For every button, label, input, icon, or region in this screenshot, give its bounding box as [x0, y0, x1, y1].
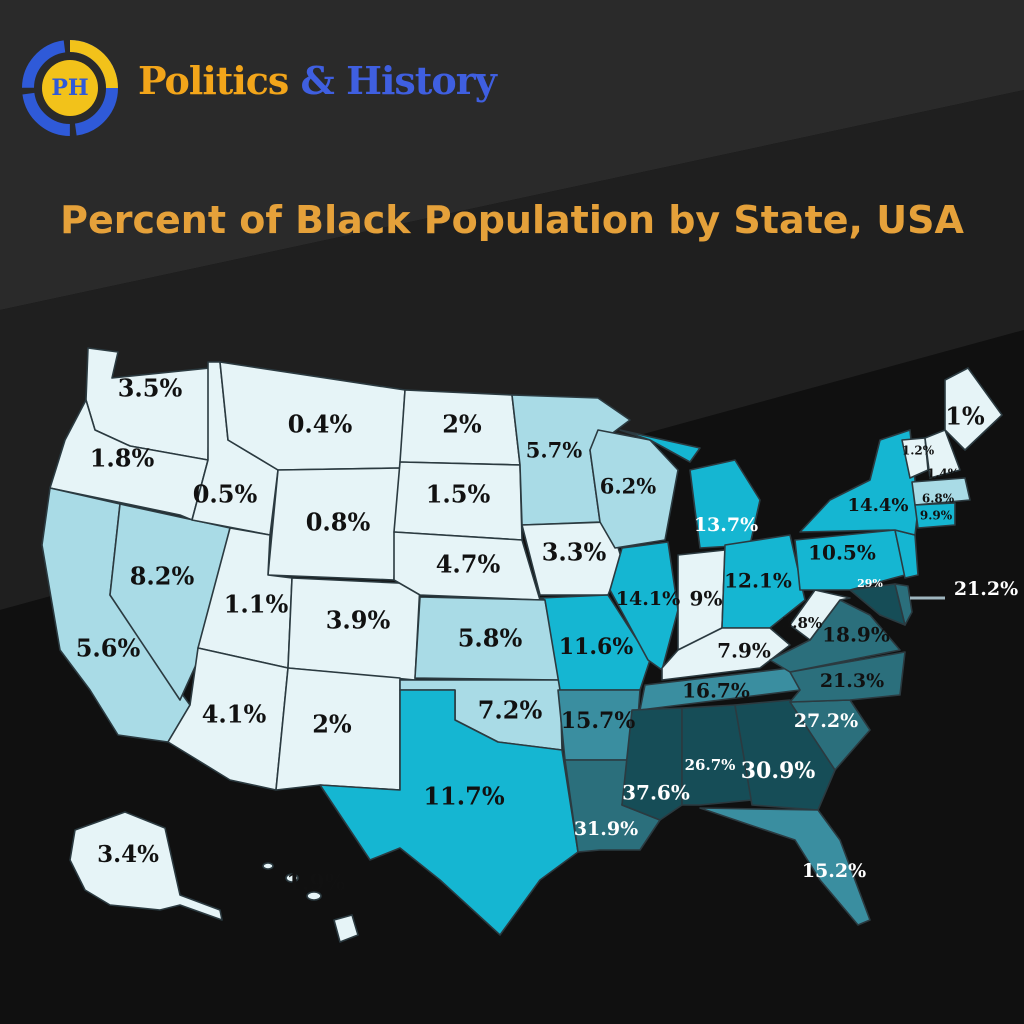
state-oh — [721, 534, 806, 629]
label-nh: 1.4% — [927, 467, 960, 481]
label-mi: 13.7% — [694, 514, 758, 536]
state-hi-3 — [306, 891, 322, 901]
state-hi-2 — [285, 873, 299, 883]
label-wy: 0.8% — [306, 508, 371, 537]
label-pa: 10.5% — [808, 541, 876, 565]
state-nc — [789, 651, 906, 703]
label-ma: 6.8% — [922, 492, 955, 506]
brand-logo: PH — [22, 40, 118, 136]
map-title: Percent of Black Population by State, US… — [60, 198, 964, 242]
label-al: 26.7% — [685, 756, 736, 774]
label-tn: 16.7% — [682, 679, 750, 703]
state-ct — [914, 502, 956, 529]
state-wv — [789, 589, 851, 641]
label-la: 31.9% — [574, 818, 638, 840]
label-in: 9% — [690, 587, 723, 611]
label-az: 4.1% — [202, 700, 267, 729]
state-ne — [393, 531, 541, 601]
label-ok: 7.2% — [478, 696, 543, 725]
label-nd: 2% — [442, 410, 482, 439]
label-ar: 15.7% — [561, 708, 636, 734]
state-labels: 3.5% 1.8% 5.6% 8.2% 0.5% 0.4% 0.8% 1.1% … — [76, 374, 985, 897]
state-ms — [621, 707, 683, 821]
label-fl: 15.2% — [802, 860, 866, 882]
brand-name: Politics & History — [138, 58, 497, 103]
state-nh — [924, 429, 961, 479]
logo-text: PH — [51, 75, 88, 101]
label-ky: 7.9% — [717, 639, 771, 663]
brand-name-part2: & History — [300, 58, 497, 103]
state-ny — [799, 429, 919, 536]
label-ms: 37.6% — [622, 781, 690, 805]
label-tx: 11.7% — [423, 782, 504, 811]
label-ca: 5.6% — [76, 634, 141, 663]
label-hi: 1.9% — [286, 870, 345, 896]
label-sd: 1.5% — [426, 480, 491, 509]
label-ks: 5.8% — [458, 624, 523, 653]
brand-name-part1: Politics — [138, 58, 289, 103]
state-tx — [319, 689, 579, 936]
label-mn: 5.7% — [526, 438, 583, 463]
label-de: 21.2% — [954, 578, 1018, 600]
label-or: 1.8% — [90, 444, 155, 473]
label-wa: 3.5% — [118, 374, 183, 403]
state-pa — [794, 529, 906, 591]
label-ia: 3.3% — [542, 538, 607, 567]
label-sc: 27.2% — [794, 710, 858, 732]
label-id: 0.5% — [193, 480, 258, 509]
state-ak — [69, 811, 223, 921]
state-hi-1 — [262, 862, 274, 870]
state-vt — [901, 437, 929, 479]
label-va: 18.9% — [822, 623, 890, 647]
state-wi — [589, 429, 679, 549]
label-ga: 30.9% — [741, 758, 816, 784]
state-hi-4 — [333, 914, 359, 943]
label-vt: 1.2% — [902, 444, 935, 458]
label-mo: 11.6% — [559, 634, 634, 660]
state-ga — [734, 699, 836, 811]
state-ma — [911, 477, 971, 506]
label-ne: 4.7% — [436, 550, 501, 579]
label-ny: 14.4% — [848, 495, 909, 516]
label-ut: 1.1% — [224, 590, 289, 619]
label-md: 29% — [857, 577, 883, 590]
state-de — [894, 583, 913, 626]
label-il: 14.1% — [616, 588, 680, 610]
label-nm: 2% — [312, 710, 352, 739]
label-oh: 12.1% — [724, 569, 792, 593]
state-ky — [661, 627, 791, 681]
state-mi-up — [619, 429, 701, 463]
label-nv: 8.2% — [130, 562, 195, 591]
label-wv: 3.8% — [782, 614, 822, 632]
state-fl — [699, 807, 871, 926]
label-nc: 21.3% — [820, 670, 884, 692]
state-al — [681, 704, 753, 806]
label-ak: 3.4% — [97, 841, 159, 868]
state-me — [944, 367, 1003, 451]
label-co: 3.9% — [326, 606, 391, 635]
label-wi: 6.2% — [600, 474, 657, 499]
label-me: 1% — [945, 402, 985, 431]
label-mt: 0.4% — [288, 410, 353, 439]
state-labels-light: 13.7% 31.9% 37.6% 26.7% 30.9% 27.2% 15.2… — [574, 514, 1018, 882]
label-ct: 9.9% — [920, 509, 953, 523]
